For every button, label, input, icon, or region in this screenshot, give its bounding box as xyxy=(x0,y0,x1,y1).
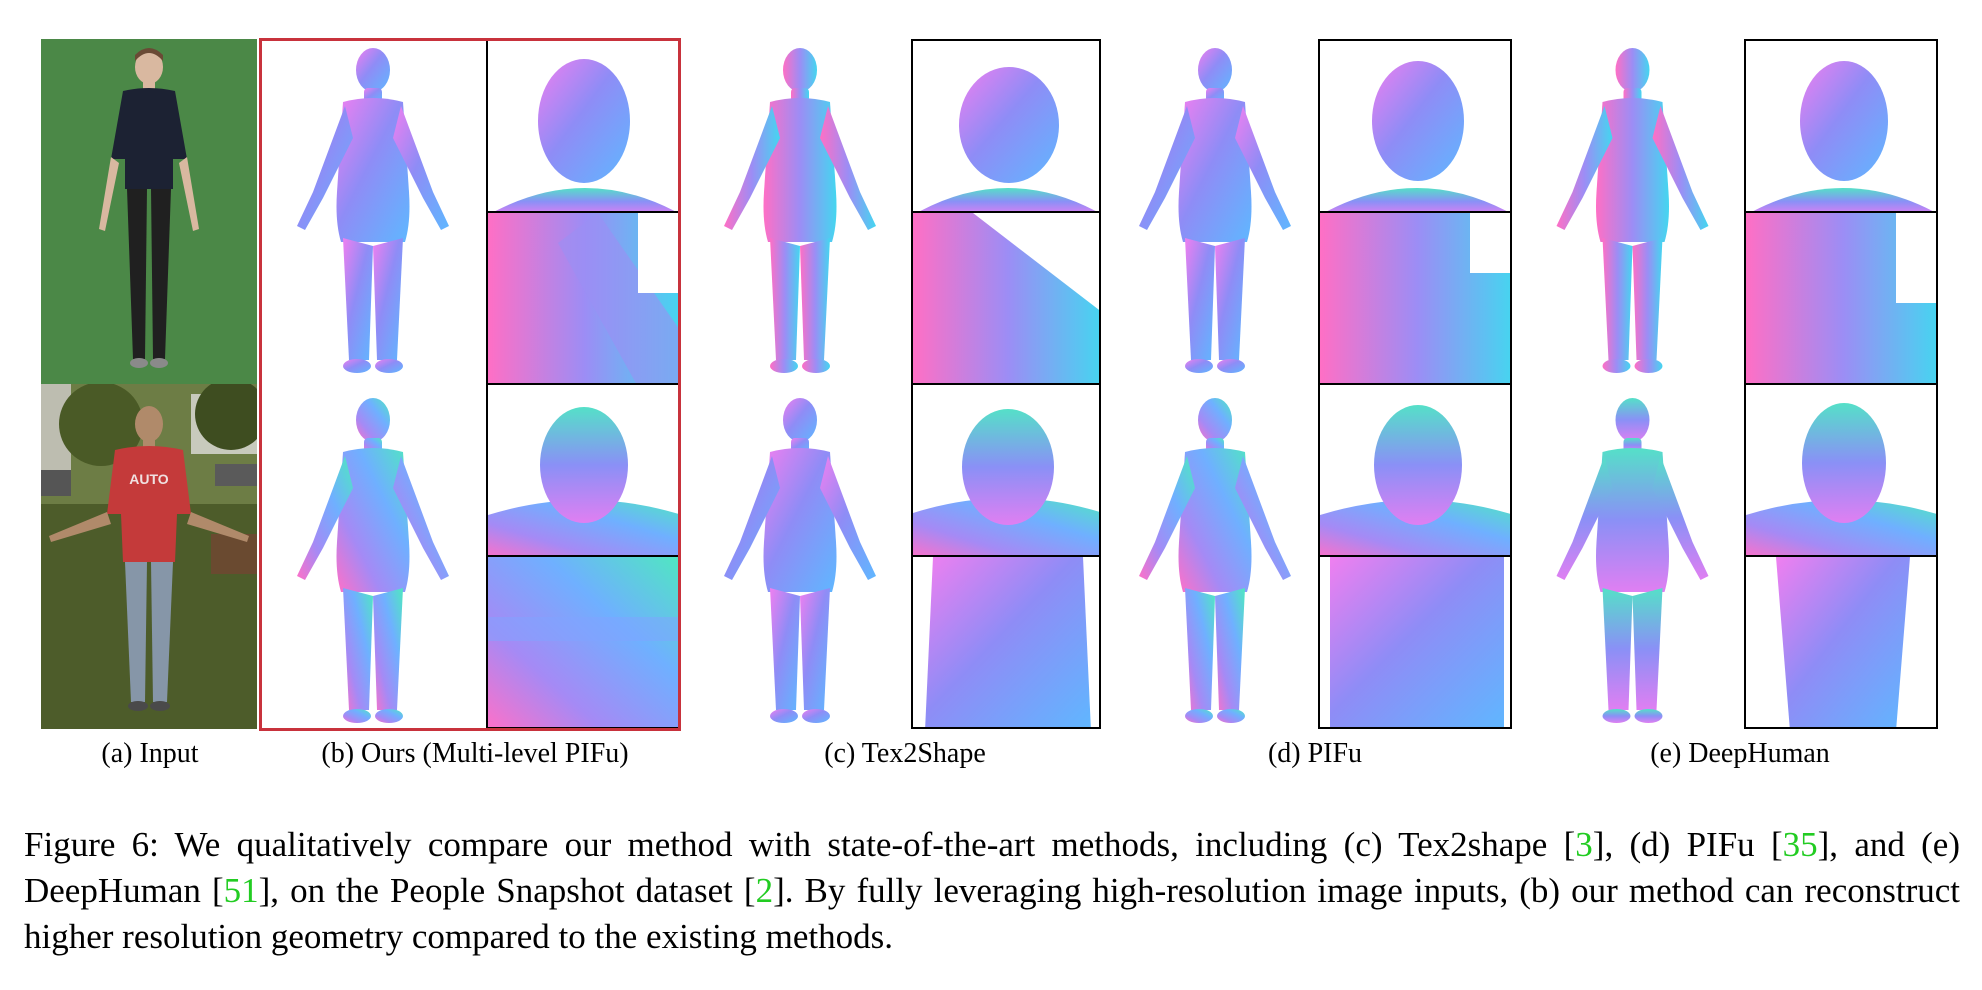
deephuman-closeup-face-2 xyxy=(1744,383,1938,557)
input-photo-park: AUTO xyxy=(41,384,257,729)
caption-text-4: ], on the People Snapshot dataset [ xyxy=(258,871,756,910)
citation-link[interactable]: 2 xyxy=(755,871,774,910)
label-input: (a) Input xyxy=(101,738,199,769)
deephuman-closeup-torso-2 xyxy=(1744,555,1938,729)
pifu-body-top xyxy=(1110,42,1320,382)
tex2shape-body-bottom xyxy=(690,392,910,732)
label-tex2shape: (c) Tex2Shape xyxy=(824,738,986,769)
caption-text-1: Figure 6: We qualitatively compare our m… xyxy=(24,825,1576,864)
citation-link[interactable]: 51 xyxy=(223,871,259,910)
label-deephuman: (e) DeepHuman xyxy=(1650,738,1830,769)
tex2shape-closeup-torso-2 xyxy=(911,555,1101,729)
citation-link[interactable]: 3 xyxy=(1575,825,1593,864)
ours-closeup-face-1 xyxy=(486,39,680,213)
caption-text-5: ]. By fully leveraging high-resolution i… xyxy=(24,871,1960,956)
shirt-text: AUTO xyxy=(129,471,169,487)
ours-closeup-torso-2 xyxy=(486,555,680,729)
figure-6: AUTO xyxy=(41,38,1938,769)
ours-closeup-arm-1 xyxy=(486,211,680,385)
tex2shape-body-top xyxy=(690,42,910,382)
input-photo-green-screen xyxy=(41,39,257,384)
pifu-closeup-arm-1 xyxy=(1318,211,1512,385)
citation-link[interactable]: 35 xyxy=(1782,825,1818,864)
ours-closeup-face-2 xyxy=(486,383,680,557)
deephuman-closeup-face-1 xyxy=(1744,39,1938,213)
label-pifu: (d) PIFu xyxy=(1267,738,1363,769)
tex2shape-closeup-arm-1 xyxy=(911,211,1101,385)
deephuman-body-bottom xyxy=(1525,392,1740,732)
deephuman-closeup-arm-1 xyxy=(1744,211,1938,385)
pifu-closeup-torso-2 xyxy=(1318,555,1512,729)
pifu-body-bottom xyxy=(1110,392,1320,732)
pifu-closeup-face-2 xyxy=(1318,383,1512,557)
tex2shape-closeup-face-2 xyxy=(911,383,1101,557)
deephuman-body-top xyxy=(1525,42,1740,382)
figure-caption: Figure 6: We qualitatively compare our m… xyxy=(24,822,1960,960)
tex2shape-closeup-face-1 xyxy=(911,39,1101,213)
caption-text-3: ], and (e) DeepHuman [ xyxy=(24,825,1960,910)
label-ours: (b) Ours (Multi-level PIFu) xyxy=(321,738,629,769)
pifu-closeup-face-1 xyxy=(1318,39,1512,213)
caption-text-2: ], (d) PIFu [ xyxy=(1592,825,1783,864)
ours-highlight-frame xyxy=(259,38,681,731)
